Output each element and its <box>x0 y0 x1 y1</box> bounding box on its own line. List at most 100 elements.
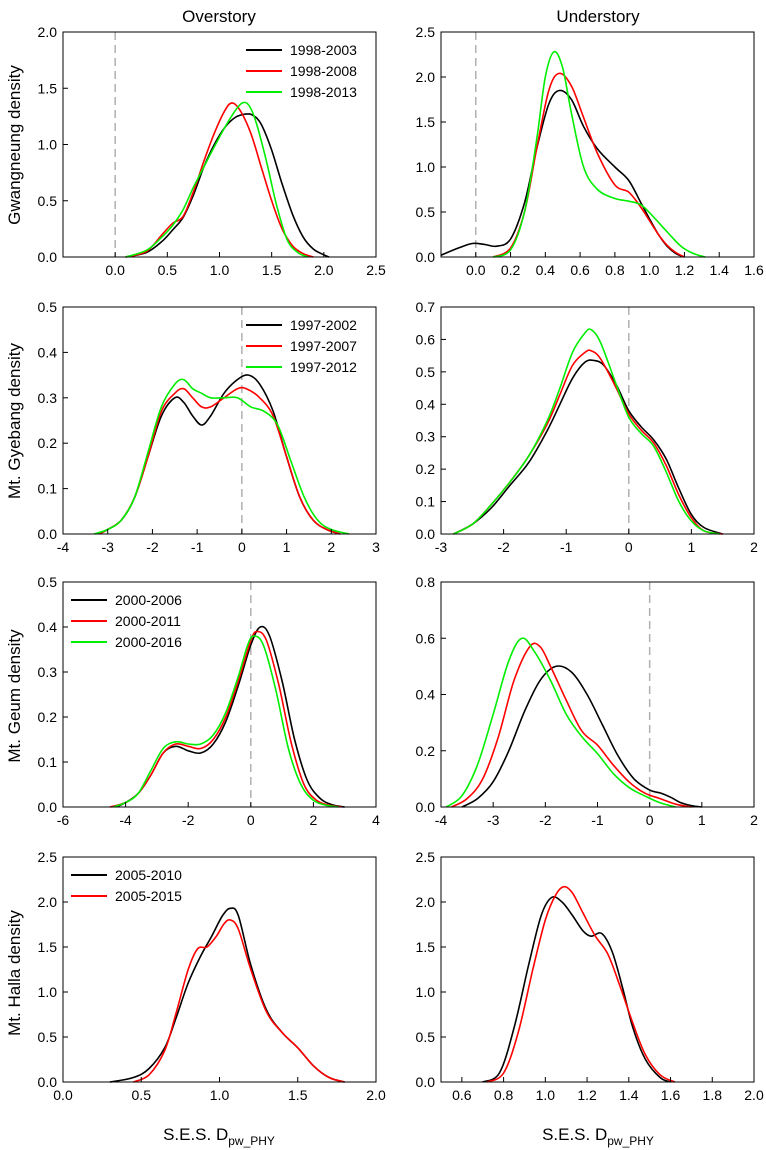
series-line-ge-under-2 <box>445 637 677 808</box>
y-tick-label: 0.6 <box>416 331 436 347</box>
y-tick-label: 0.1 <box>416 494 436 510</box>
x-tick-label: -3 <box>101 539 114 555</box>
x-tick-label: 0 <box>247 812 255 828</box>
x-tick-label: 0 <box>625 539 633 555</box>
y-tick-label: 0.5 <box>38 299 58 315</box>
y-tick-label: 0.5 <box>416 1029 436 1045</box>
column-title-understory: Understory <box>556 7 640 26</box>
x-tick-label: 2 <box>750 539 758 555</box>
y-tick-label: 0.5 <box>416 364 436 380</box>
x-tick-label: 1.6 <box>744 262 764 278</box>
x-tick-label: -3 <box>487 812 500 828</box>
y-tick-label: 0.2 <box>38 709 58 725</box>
x-tick-label: 0 <box>238 539 246 555</box>
y-tick-label: 1.0 <box>38 984 58 1000</box>
plot-frame <box>440 31 755 258</box>
y-tick-label: 0.2 <box>38 435 58 451</box>
row-label-gwangneung: Gwangneung density <box>5 65 24 225</box>
x-tick-label: 0.0 <box>53 1087 73 1103</box>
series-line-gw-under-1 <box>492 72 685 258</box>
y-tick-label: 2.0 <box>38 24 58 40</box>
y-tick-label: 2.0 <box>416 69 436 85</box>
series-line-gw-under-0 <box>440 89 685 258</box>
x-tick-label: 2.0 <box>744 1087 764 1103</box>
y-tick-label: 1.5 <box>416 939 436 955</box>
y-tick-label: 0.3 <box>38 390 58 406</box>
panel-ge-over: -6 -4 -2 0 2 4 0.0 0.1 0.2 0.3 0.4 0.5 2000-2006 2000… <box>38 574 381 828</box>
panel-gw-under: 0.0 0.2 0.4 0.6 0.8 1.0 1.2 1.4 1.6 0.0 0.5 1.0 1.5 2… <box>416 24 764 278</box>
y-tick-label: 0.0 <box>416 1074 436 1090</box>
y-tick-label: 2.0 <box>416 894 436 910</box>
legend-label: 2000-2016 <box>115 634 182 650</box>
series-line-ha-over-1 <box>133 918 345 1083</box>
x-tick-label: 1.2 <box>675 262 695 278</box>
x-tick-label: 0 <box>646 812 654 828</box>
y-tick-label: 0.3 <box>38 664 58 680</box>
row-label-gyebang: Mt. Gyebang density <box>5 343 24 499</box>
x-tick-label: 1.8 <box>703 1087 723 1103</box>
legend-label: 2005-2010 <box>115 867 182 883</box>
y-tick-label: 0.4 <box>38 344 58 360</box>
x-tick-label: 1.5 <box>262 262 282 278</box>
legend-label: 1997-2007 <box>290 338 357 354</box>
x-tick-label: 0.0 <box>105 262 125 278</box>
x-tick-label: -2 <box>182 812 195 828</box>
y-tick-label: 1.5 <box>38 939 58 955</box>
series-line-ge-under-1 <box>451 642 692 808</box>
plot-frame <box>440 856 755 1083</box>
x-tick-label: 1.0 <box>640 262 660 278</box>
plot-frame <box>62 306 377 535</box>
series-line-gy-over-1 <box>98 386 341 535</box>
y-tick-label: 0.4 <box>38 619 58 635</box>
plot-frame <box>62 856 377 1083</box>
panel-gy-over: -4 -3 -2 -1 0 1 2 3 0.0 0.1 0.2 0.3 0.4 0.5 1997-2002 1… <box>38 299 381 555</box>
plot-frame <box>440 581 755 808</box>
x-tick-label: 2.0 <box>314 262 334 278</box>
series-line-ge-over-1 <box>109 630 342 808</box>
x-tick-label: -6 <box>57 812 70 828</box>
x-tick-label: -1 <box>191 539 204 555</box>
y-tick-label: 0.4 <box>416 687 436 703</box>
x-tick-label: -4 <box>57 539 70 555</box>
panel-gw-over: 0.0 0.5 1.0 1.5 2.0 2.5 0.0 0.5 1.0 1.5 2.0 1998-20… <box>38 24 386 278</box>
series-line-gy-under-2 <box>453 328 720 535</box>
x-tick-label: 2 <box>310 812 318 828</box>
panel-ha-under: 0.6 0.8 1.0 1.2 1.4 1.6 1.8 2.0 0.0 0.5 1.0 1.5 2.0 2… <box>416 849 764 1103</box>
y-tick-label: 0.0 <box>416 526 436 542</box>
y-tick-label: 0.1 <box>38 754 58 770</box>
x-tick-label: 1.2 <box>577 1087 597 1103</box>
legend-label: 1997-2012 <box>290 359 357 375</box>
panel-ha-over: 0.0 0.5 1.0 1.5 2.0 0.0 0.5 1.0 1.5 2.0 2.5 2005-20… <box>38 849 386 1103</box>
x-tick-label: 3 <box>372 539 380 555</box>
y-tick-label: 0.2 <box>416 743 436 759</box>
x-tick-label: -4 <box>119 812 132 828</box>
x-axis-label-overstory: S.E.S. Dpw_PHY <box>163 1125 275 1148</box>
x-tick-label: 0.8 <box>605 262 625 278</box>
series-line-gw-over-1 <box>125 102 314 258</box>
legend-label: 2005-2015 <box>115 888 182 904</box>
y-tick-label: 1.5 <box>416 114 436 130</box>
series-line-ge-over-2 <box>112 635 339 808</box>
series-line-ha-under-0 <box>482 896 671 1083</box>
y-tick-label: 0.4 <box>416 396 436 412</box>
y-tick-label: 0.3 <box>416 429 436 445</box>
series-line-gw-over-2 <box>125 101 309 258</box>
x-tick-label: -2 <box>497 539 510 555</box>
x-tick-label: 0.4 <box>536 262 556 278</box>
series-line-gy-under-0 <box>453 359 723 535</box>
x-tick-label: 0.5 <box>158 262 178 278</box>
y-tick-label: 0.8 <box>416 574 436 590</box>
legend-label: 1998-2013 <box>290 84 357 100</box>
series-line-ha-over-0 <box>109 907 345 1083</box>
x-tick-label: 1.4 <box>709 262 729 278</box>
series-line-ge-over-0 <box>115 625 345 808</box>
series-line-gw-over-0 <box>125 113 330 258</box>
x-tick-label: -3 <box>435 539 448 555</box>
series-line-ha-under-1 <box>486 885 676 1083</box>
y-tick-label: 2.5 <box>416 849 436 865</box>
y-tick-label: 0.5 <box>38 1029 58 1045</box>
legend-label: 1997-2002 <box>290 317 357 333</box>
y-tick-label: 0.5 <box>416 204 436 220</box>
y-tick-label: 0.0 <box>38 526 58 542</box>
